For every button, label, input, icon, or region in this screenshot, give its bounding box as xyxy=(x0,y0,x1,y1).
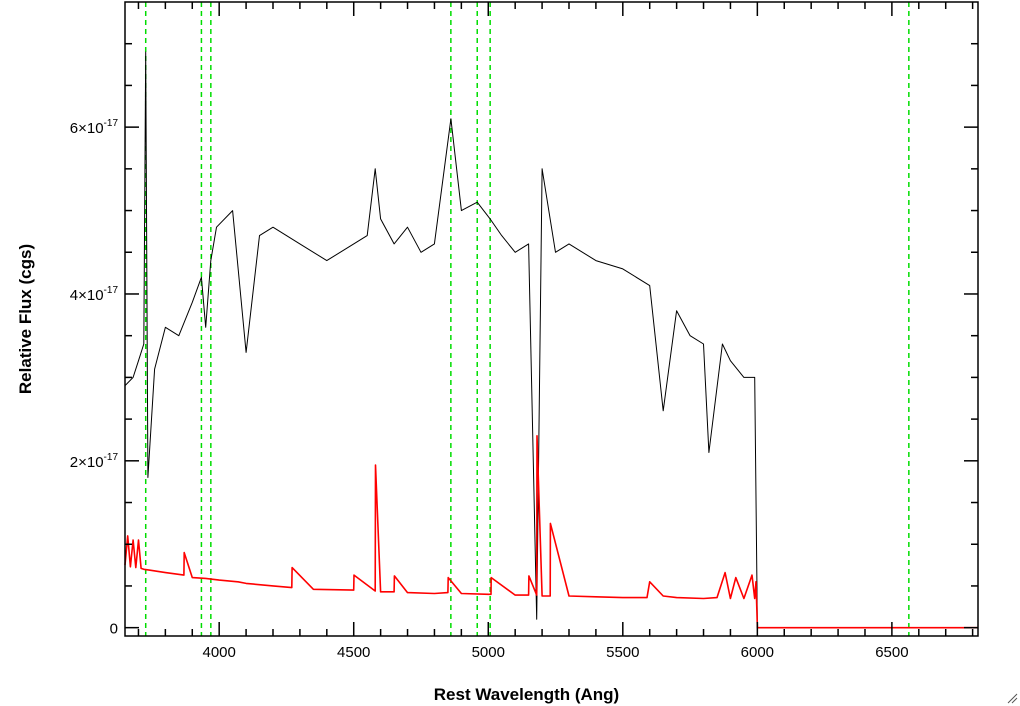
x-tick-label: 4500 xyxy=(337,644,370,661)
axis-ticks xyxy=(125,2,978,636)
y-tick-labels: 0 2×10-17 4×10-17 6×10-17 xyxy=(70,118,119,638)
model-series xyxy=(124,434,978,629)
x-tick-labels: 4000 4500 5000 5500 6000 6500 xyxy=(202,644,908,661)
y-tick-label: 0 xyxy=(110,621,118,638)
x-tick-label: 5500 xyxy=(606,644,639,661)
x-tick-label: 4000 xyxy=(202,644,235,661)
reference-lines xyxy=(144,2,910,636)
y-axis-title: Relative Flux (cgs) xyxy=(16,244,35,394)
spectrum-series xyxy=(124,51,978,629)
y-tick-label: 4×10-17 xyxy=(70,285,119,304)
y-tick-label: 6×10-17 xyxy=(70,118,119,137)
series-layer xyxy=(124,51,978,629)
plot-frame xyxy=(124,1,979,637)
x-tick-label: 6500 xyxy=(875,644,908,661)
x-tick-label: 5000 xyxy=(472,644,505,661)
x-axis-title: Rest Wavelength (Ang) xyxy=(434,685,619,704)
y-tick-label: 2×10-17 xyxy=(70,452,119,471)
resize-grip-icon[interactable] xyxy=(1006,692,1018,704)
x-tick-label: 6000 xyxy=(741,644,774,661)
